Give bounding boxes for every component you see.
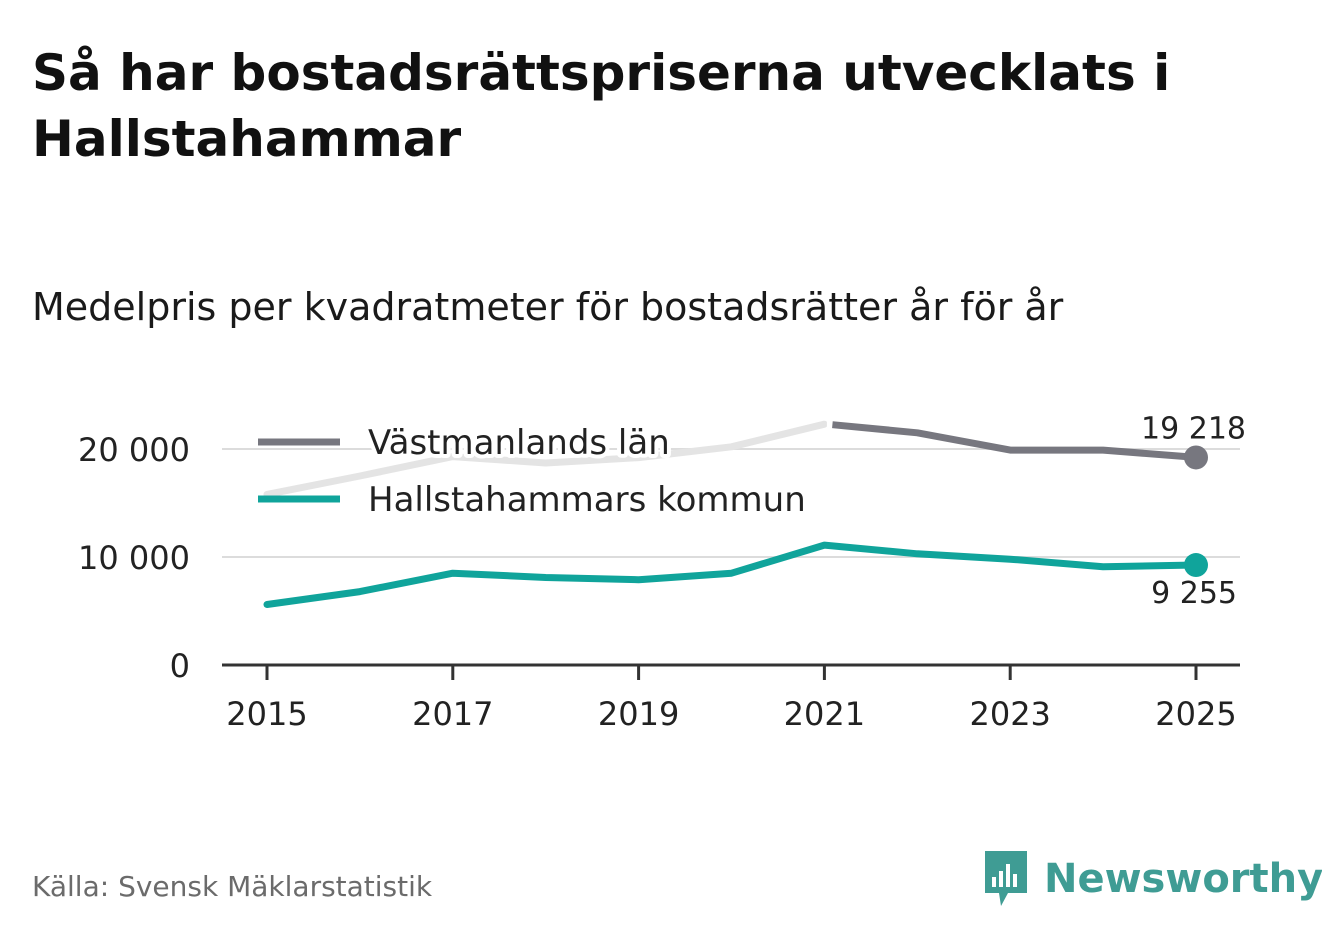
series-line-vastmanlands-lan [832,421,1197,461]
legend: Västmanlands län Hallstahammars kommun [258,419,810,524]
source-note: Källa: Svensk Mäklarstatistik [32,870,433,903]
series-line-vastmanlands-lan-faded [263,420,828,498]
y-axis-tick-labels: 0 10 000 20 000 [78,431,190,685]
end-label-vastmanlands-lan: 19 218 [1141,411,1246,446]
series-line-hallstahammars-kommun [263,541,1200,608]
y-tick-label: 10 000 [78,539,190,577]
series-lines [263,420,1208,608]
legend-label: Hallstahammars kommun [368,480,806,520]
x-axis: 2015 2017 2019 2021 2023 2025 [222,663,1240,733]
x-tick-label: 2021 [784,695,865,733]
x-tick-label: 2025 [1155,695,1236,733]
y-tick-label: 20 000 [78,431,190,469]
brand-name: Newsworthy [1044,856,1322,902]
legend-label: Västmanlands län [368,423,670,463]
legend-item-vastmanlands-lan: Västmanlands län [258,419,674,467]
x-tick-label: 2023 [969,695,1050,733]
legend-item-hallstahammars-kommun: Hallstahammars kommun [258,476,810,524]
x-tick-label: 2015 [226,695,307,733]
end-point-vastmanlands-lan [1184,445,1208,470]
chart-subtitle: Medelpris per kvadratmeter för bostadsrä… [32,285,1064,329]
newsworthy-logo-icon [985,851,1027,906]
brand-logo: Newsworthy [982,848,1322,910]
line-chart: 0 10 000 20 000 2015 2017 2019 2021 2023 2025 V… [78,411,1246,733]
y-tick-label: 0 [170,647,190,685]
x-tick-label: 2017 [412,695,493,733]
x-tick-label: 2019 [598,695,679,733]
end-point-hallstahammars-kommun [1184,553,1208,578]
end-value-labels: 19 218 9 255 [1141,411,1246,611]
chart-title: Så har bostadsrättspriserna utvecklats i… [32,44,1171,168]
end-label-hallstahammars-kommun: 9 255 [1151,576,1237,611]
